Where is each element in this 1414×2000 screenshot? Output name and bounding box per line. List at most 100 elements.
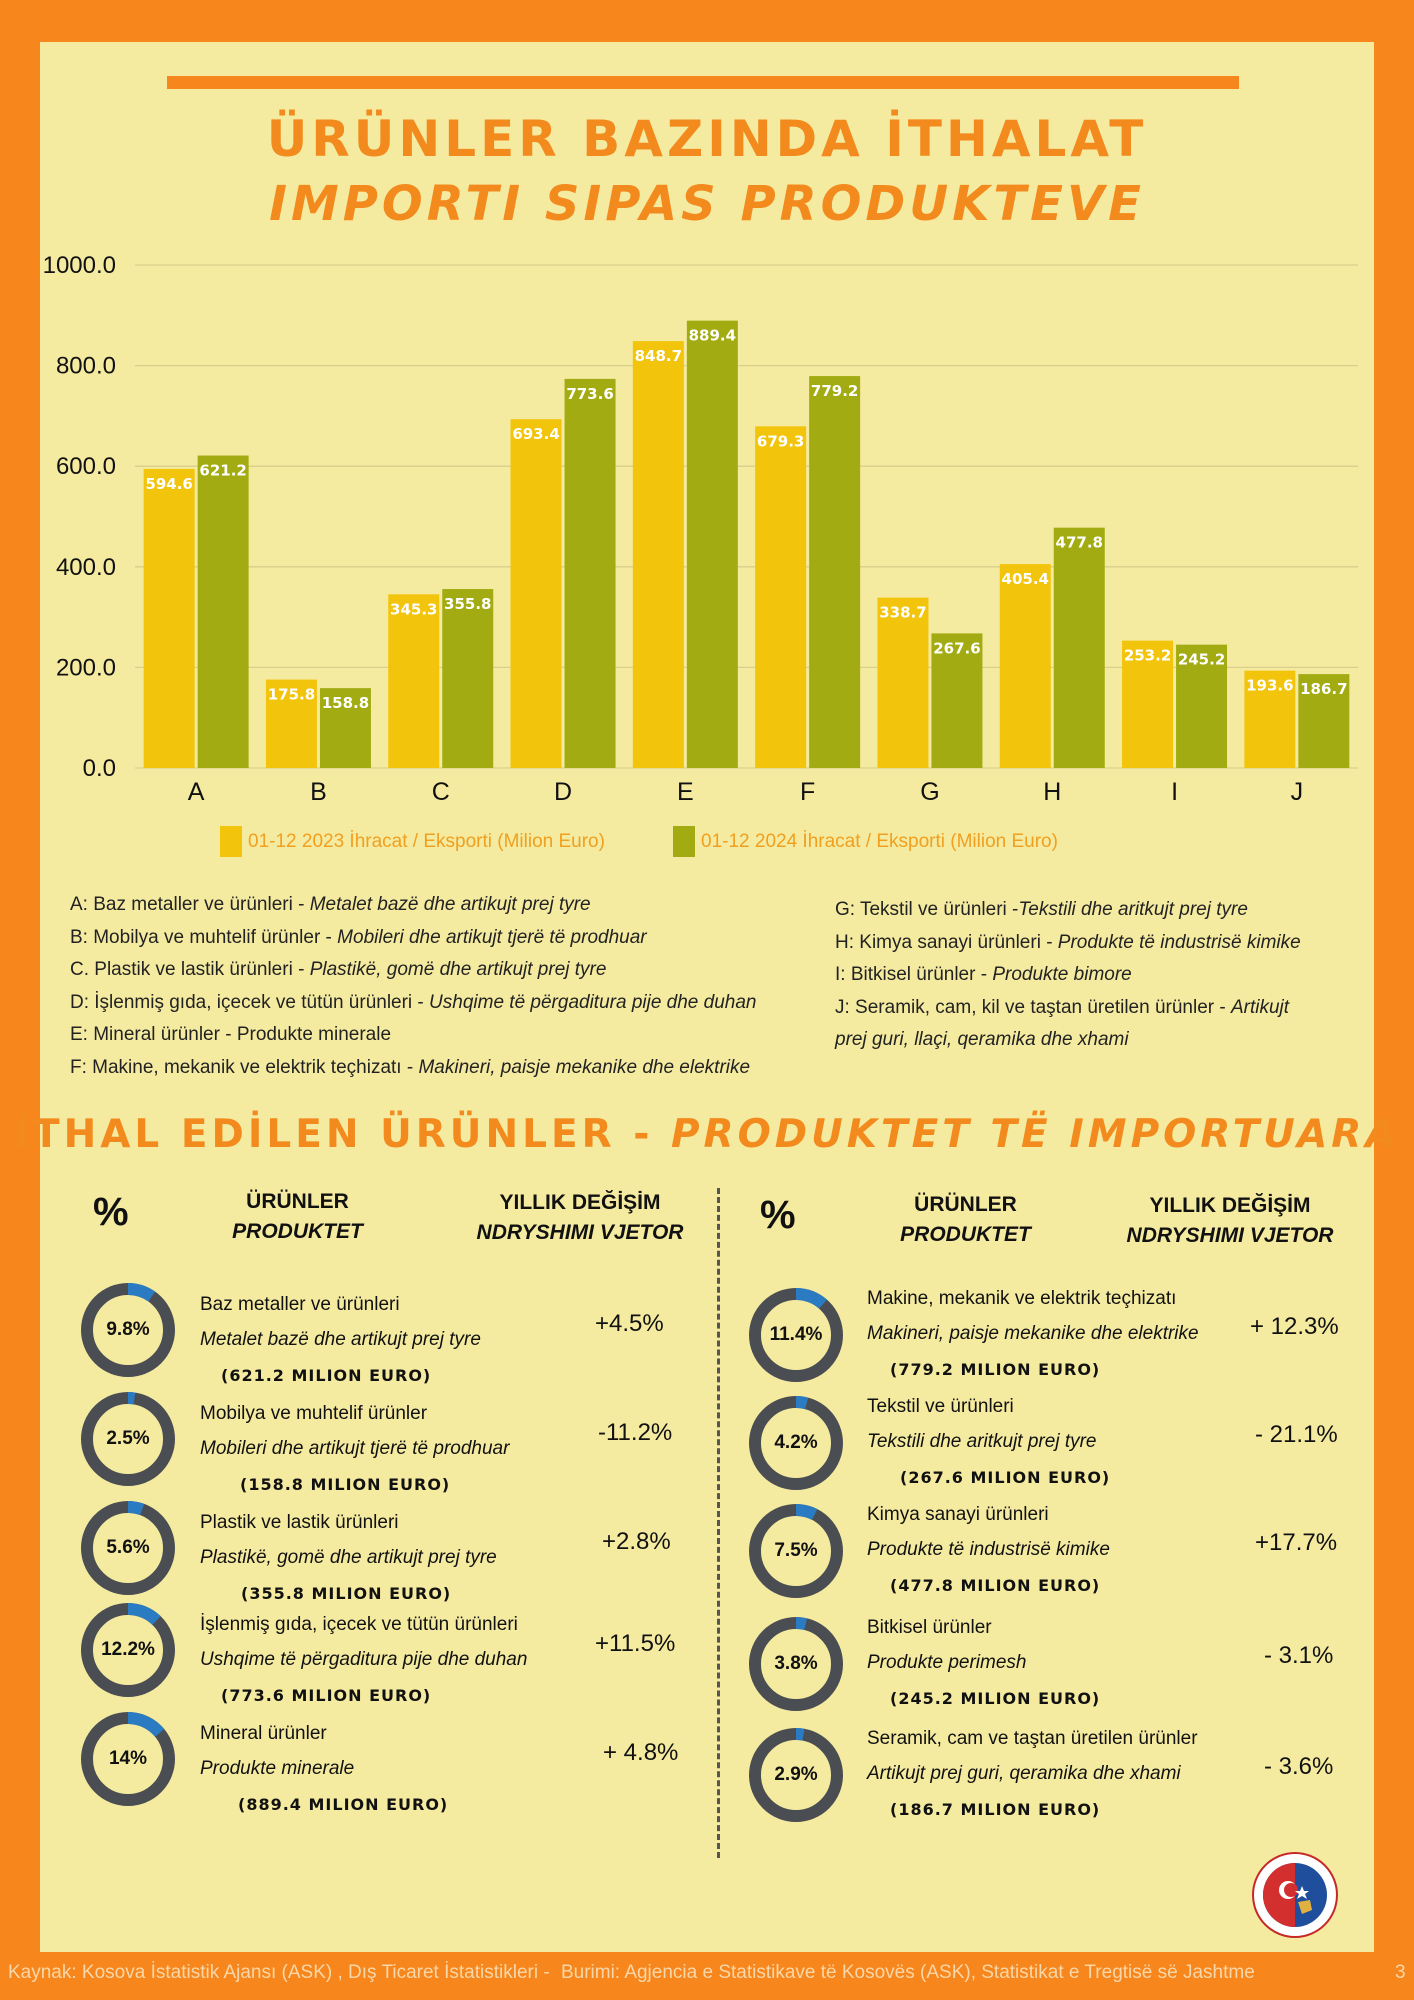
x-category-label: B [310,778,327,806]
product-name-tr: Tekstil ve ürünleri [867,1396,1014,1417]
change-header-tr: YILLIK DEĞİŞİM [1149,1194,1311,1217]
change-header-left: YILLIK DEĞİŞİM NDRYSHIMI VJETOR [450,1191,710,1245]
definition-code-label: I: Bitkisel ürünler - [835,964,993,985]
bar-I-2023 [1122,640,1174,768]
y-tick-label: 600.0 [56,453,116,480]
bar-B-2023 [265,679,317,768]
legend-label-2024: 01-12 2024 İhracat / Eksporti (Milion Eu… [701,830,1058,852]
bar-value-label: 477.8 [1056,534,1103,552]
product-name-tr: Plastik ve lastik ürünleri [200,1512,399,1533]
bar-F-2023 [755,426,807,768]
bar-H-2023 [999,564,1051,768]
product-name-sq: Tekstili dhe aritkujt prej tyre [867,1431,1097,1452]
bar-value-label: 193.6 [1246,677,1293,695]
definition-row: D: İşlenmiş gıda, içecek ve tütün ürünle… [70,987,757,1020]
bar-value-label: 345.3 [390,600,437,618]
bar-value-label: 186.7 [1300,680,1347,698]
bar-A-2023 [143,468,195,768]
bar-value-label: 773.6 [566,385,613,403]
yearly-change: - 3.1% [1264,1642,1334,1669]
product-value: (477.8 MILION EURO) [890,1576,1101,1595]
chart-legend: 01-12 2023 İhracat / Eksporti (Milion Eu… [0,824,1414,860]
share-percent: 12.2% [101,1639,155,1660]
product-value: (889.4 MILION EURO) [238,1795,449,1814]
definition-translation: Artikujt [1230,996,1290,1018]
bar-value-label: 779.2 [811,382,858,400]
definition-row: H: Kimya sanayi ürünleri - Produkte të i… [835,927,1301,960]
definition-translation: Tekstili dhe aritkujt prej tyre [1018,899,1248,920]
yearly-change: -11.2% [598,1419,673,1446]
donut-share-arc [749,1728,843,1822]
page-number: 3 [1395,1962,1406,1983]
product-value: (355.8 MILION EURO) [241,1584,452,1603]
share-donut: 4.2% [748,1395,844,1491]
product-name-sq: Artikujt prej guri, qeramika dhe xhami [867,1763,1181,1784]
definition-code-label: C. Plastik ve lastik ürünleri - [70,959,310,980]
share-donut-ring [81,1712,175,1806]
definition-translation: Metalet bazë dhe artikujt prej tyre [309,894,591,915]
share-percent: 5.6% [106,1537,150,1558]
bar-value-label: 267.6 [933,639,980,657]
y-tick-label: 0.0 [83,755,116,782]
legend-item-2024: 01-12 2024 İhracat / Eksporti (Milion Eu… [673,826,1058,857]
y-tick-label: 800.0 [56,353,116,380]
x-category-label: I [1171,778,1178,806]
product-name-tr: Baz metaller ve ürünleri [200,1294,400,1315]
product-name-sq: Produkte perimesh [867,1652,1027,1673]
bar-E-2024 [686,320,738,768]
share-donut: 9.8% [80,1282,176,1378]
share-percent: 2.9% [774,1764,818,1785]
product-name-sq: Metalet bazë dhe artikujt prej tyre [200,1329,481,1350]
bar-value-label: 889.4 [689,327,736,345]
definition-row: I: Bitkisel ürünler - Produkte bimore [835,959,1301,992]
bar-I-2024 [1176,644,1228,768]
donut-share-arc [81,1603,175,1697]
share-donut-ring [749,1396,843,1490]
share-percent: 7.5% [774,1540,818,1561]
products-header-left: ÜRÜNLER PRODUKTET [200,1190,395,1244]
bar-value-label: 594.6 [145,475,192,493]
chamber-logo-seal [1252,1852,1338,1938]
donut-share-arc [749,1617,843,1711]
definition-row: A: Baz metaller ve ürünleri - Metalet ba… [70,889,757,922]
share-donut: 11.4% [748,1287,844,1383]
x-category-label: H [1043,778,1061,806]
bar-value-label: 253.2 [1124,647,1171,665]
share-donut-ring [81,1283,175,1377]
definition-code-label: F: Makine, mekanik ve elektrik teçhizatı… [70,1056,419,1078]
bar-G-2024 [931,633,983,768]
x-category-label: F [800,778,815,806]
share-donut: 12.2% [80,1602,176,1698]
yearly-change: +4.5% [595,1310,664,1337]
definition-code-label: J: Seramik, cam, kil ve taştan üretilen … [835,996,1231,1018]
change-header-right: YILLIK DEĞİŞİM NDRYSHIMI VJETOR [1100,1194,1360,1248]
product-name-sq: Produkte të industrisë kimike [867,1539,1110,1560]
bar-value-label: 848.7 [635,347,682,365]
definition-code-label: H: Kimya sanayi ürünleri - [835,931,1058,953]
product-value: (779.2 MILION EURO) [890,1360,1101,1379]
product-name-tr: Seramik, cam ve taştan üretilen ürünler [867,1728,1198,1749]
y-tick-label: 1000.0 [43,252,116,279]
definition-code-label: E: Mineral ürünler - Produkte minerale [70,1024,392,1045]
product-name-tr: Mobilya ve muhtelif ürünler [200,1403,428,1424]
x-category-label: G [920,778,939,806]
product-name-sq: Ushqime të përgaditura pije dhe duhan [200,1649,528,1670]
donut-share-arc [81,1712,175,1806]
page-title: ÜRÜNLER BAZINDA İTHALAT [266,110,1148,168]
products-header-sq: PRODUKTET [900,1223,1031,1246]
yearly-change: + 12.3% [1250,1313,1339,1340]
definition-code-label: B: Mobilya ve muhtelif ürünler - [70,926,338,948]
bar-D-2023 [510,419,562,768]
share-donut-ring [749,1728,843,1822]
source-footer: Kaynak: Kosova İstatistik Ajansı (ASK) ,… [8,1962,1408,1984]
x-category-label: E [677,778,694,806]
definition-row: G: Tekstil ve ürünleri -Tekstili dhe ari… [835,894,1301,927]
product-name-tr: İşlenmiş gıda, içecek ve tütün ürünleri [200,1614,518,1635]
x-category-label: C [432,778,450,806]
bar-J-2024 [1298,674,1350,768]
donut-share-arc [81,1392,175,1486]
yearly-change: +2.8% [602,1528,671,1555]
product-name-tr: Kimya sanayi ürünleri [867,1504,1049,1525]
product-name-sq: Plastikë, gomë dhe artikujt prej tyre [200,1547,497,1568]
definition-translation: prej guri, llaçi, qeramika dhe xhami [835,1029,1129,1050]
